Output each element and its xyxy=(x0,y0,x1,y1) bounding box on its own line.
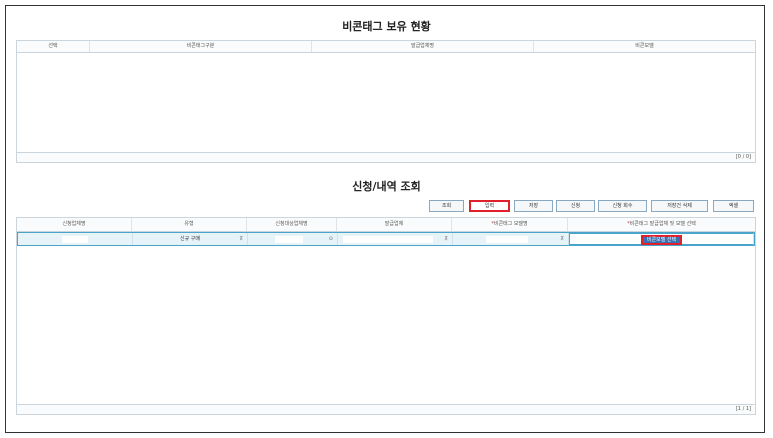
beacon-holdings-title: 비콘태그 보유 현황 xyxy=(342,20,431,33)
target-input[interactable] xyxy=(275,236,303,243)
col-model-name-label: 비콘태그 모델명 xyxy=(493,221,528,227)
applicant-input[interactable] xyxy=(62,236,88,243)
save-button[interactable]: 저장 xyxy=(514,200,553,212)
input-button[interactable]: 입력 xyxy=(469,200,510,212)
col-issuer[interactable]: 발급업체 xyxy=(337,218,452,231)
type-value: 신규 구매 xyxy=(180,236,200,242)
col-tag-type[interactable]: 비콘태그구분 xyxy=(90,41,312,52)
window-frame xyxy=(5,5,765,433)
col-model-name[interactable]: *비콘태그 모델명 xyxy=(452,218,568,231)
target-cell[interactable]: ⊙ xyxy=(248,233,338,245)
issuer-cell[interactable]: ⊼ xyxy=(338,233,453,245)
model-name-cell[interactable]: ⊼ xyxy=(453,233,569,245)
col-model-select-label: 비콘태그 발급업체 및 모델 선택 xyxy=(629,221,696,227)
col-issuer[interactable]: 발급업체명 xyxy=(312,41,534,52)
beacon-holdings-grid: 선택 비콘태그구분 발급업체명 비콘모델 [0 / 0] xyxy=(16,40,756,163)
type-cell[interactable]: 신규 구매 ⊼ xyxy=(133,233,248,245)
col-target[interactable]: 신청대상업체명 xyxy=(247,218,337,231)
issuer-input[interactable] xyxy=(343,236,433,243)
delete-saved-button[interactable]: 저장건 삭제 xyxy=(651,200,708,212)
model-select-cell: 비콘모델 선택 xyxy=(569,233,754,245)
excel-button[interactable]: 엑셀 xyxy=(713,200,754,212)
model-name-input[interactable] xyxy=(486,236,528,243)
col-applicant[interactable]: 신청업체명 xyxy=(17,218,132,231)
request-grid: 신청업체명 유형 신청대상업체명 발급업체 *비콘태그 모델명 *비콘태그 발급… xyxy=(16,217,756,415)
col-model[interactable]: 비콘모델 xyxy=(635,43,654,49)
select-beacon-model-button[interactable]: 비콘모델 선택 xyxy=(640,235,683,245)
pagination: [1 / 1] xyxy=(17,404,755,414)
dropdown-icon[interactable]: ⊼ xyxy=(560,236,564,242)
pagination: [0 / 0] xyxy=(17,152,755,162)
dropdown-icon[interactable]: ⊼ xyxy=(444,236,448,242)
col-type[interactable]: 유형 xyxy=(132,218,247,231)
request-history-title: 신청/내역 조회 xyxy=(352,180,421,193)
applicant-cell[interactable] xyxy=(18,233,133,245)
dropdown-icon[interactable]: ⊼ xyxy=(239,236,243,242)
col-select[interactable]: 선택 xyxy=(17,41,90,52)
table-row[interactable]: 신규 구매 ⊼ ⊙ ⊼ ⊼ 비콘모델 선택 xyxy=(17,232,755,246)
search-button[interactable]: 조회 xyxy=(429,200,464,212)
required-mark: * xyxy=(627,221,630,227)
apply-button[interactable]: 신청 xyxy=(556,200,595,212)
search-icon[interactable]: ⊙ xyxy=(328,236,333,242)
required-mark: * xyxy=(491,221,494,227)
col-model-select[interactable]: *비콘태그 발급업체 및 모델 선택 xyxy=(568,218,755,231)
withdraw-button[interactable]: 신청 회수 xyxy=(598,200,647,212)
